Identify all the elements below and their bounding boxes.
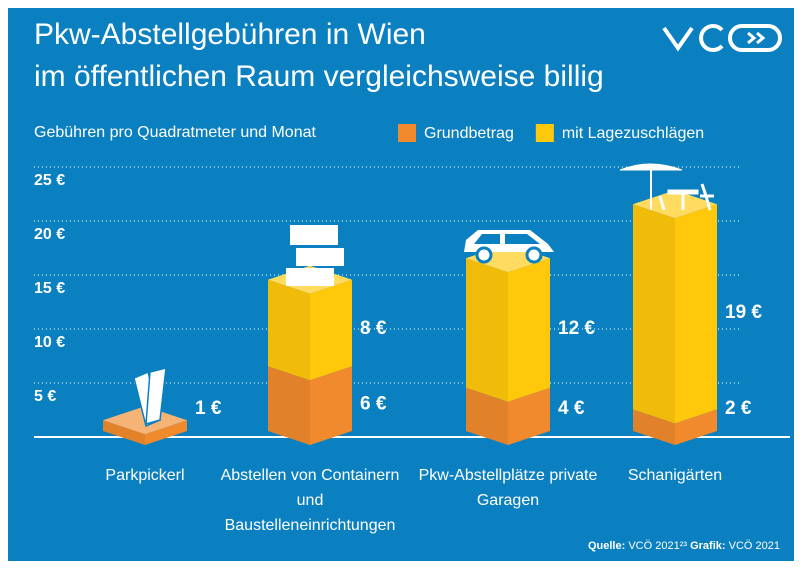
logo bbox=[662, 24, 782, 52]
y-tick-label: 20 € bbox=[34, 226, 65, 243]
bar-top-highlight bbox=[633, 190, 717, 219]
bar-face-shade bbox=[633, 204, 675, 424]
icon-umbrella bbox=[619, 163, 714, 211]
subtitle: Gebühren pro Quadratmeter und Monat bbox=[34, 124, 317, 141]
chart-title: Pkw-Abstellgebühren in Wien bbox=[34, 18, 426, 51]
bar-face-left bbox=[103, 420, 145, 445]
footer: Quelle: VCÖ 2021²³ Grafik: VCÖ 2021 bbox=[588, 540, 780, 552]
legend-label: Grundbetrag bbox=[424, 125, 514, 142]
bar-face-shade bbox=[633, 409, 675, 445]
legend-swatch bbox=[398, 124, 416, 142]
legend-swatch bbox=[535, 124, 554, 142]
bar-face-shade bbox=[103, 420, 145, 445]
bar-face-shade bbox=[268, 279, 310, 381]
source-label: Quelle: bbox=[587, 540, 626, 552]
bar-face-left bbox=[268, 279, 310, 381]
y-tick-label: 25 € bbox=[34, 172, 65, 189]
x-tick-label: Abstellen von Containern und Baustellene… bbox=[220, 467, 400, 534]
bar-face-right bbox=[675, 409, 717, 445]
data-label: 2 € bbox=[725, 398, 752, 419]
bar-face-right bbox=[675, 204, 717, 424]
data-label: 12 € bbox=[558, 318, 595, 339]
bar-face-right bbox=[310, 366, 352, 445]
bar-segment bbox=[268, 279, 352, 381]
bar-top-highlight bbox=[466, 244, 550, 273]
bar-top bbox=[633, 190, 717, 219]
legend-label: mit Lagezuschlägen bbox=[562, 125, 704, 142]
icon-containers bbox=[286, 225, 344, 286]
bar-segment bbox=[103, 420, 187, 445]
bar-face-left bbox=[466, 258, 508, 402]
x-tick-label: Schanigärten bbox=[627, 467, 723, 484]
chart-title: im öffentlichen Raum vergleichsweise bil… bbox=[34, 60, 604, 93]
data-label: 4 € bbox=[558, 398, 585, 419]
bar-top bbox=[466, 244, 550, 273]
bar-segment bbox=[633, 204, 717, 424]
bar-segment bbox=[466, 387, 550, 445]
bar-face-right bbox=[508, 387, 550, 445]
credit: VCÖ 2021 bbox=[728, 540, 780, 552]
y-tick-label: 5 € bbox=[34, 388, 56, 405]
bar-segment bbox=[268, 366, 352, 445]
bar-face-left bbox=[466, 387, 508, 445]
x-tick-label: Parkpickerl bbox=[105, 467, 185, 484]
data-label: 19 € bbox=[725, 302, 762, 323]
bar-segment bbox=[633, 409, 717, 445]
bar-face-right bbox=[310, 279, 352, 381]
bar-face-right bbox=[145, 420, 187, 445]
icon-car bbox=[464, 230, 554, 264]
source: VCÖ 2021²³ bbox=[628, 540, 688, 552]
x-tick-label: Pkw-Abstellplätze private Garagen bbox=[418, 467, 598, 509]
bar-face-shade bbox=[466, 258, 508, 402]
icon-tickets bbox=[133, 367, 167, 428]
y-tick-label: 10 € bbox=[34, 334, 65, 351]
bar-face-shade bbox=[466, 387, 508, 445]
bar-face-left bbox=[268, 366, 310, 445]
data-label: 8 € bbox=[360, 318, 387, 339]
data-label: 1 € bbox=[195, 398, 222, 419]
y-tick-label: 15 € bbox=[34, 280, 65, 297]
bar-face-shade bbox=[268, 366, 310, 445]
bar-face-right bbox=[508, 258, 550, 402]
bar-face-left bbox=[633, 409, 675, 445]
bar-face-left bbox=[633, 204, 675, 424]
data-label: 6 € bbox=[360, 394, 387, 415]
bar-segment bbox=[466, 258, 550, 402]
credit-label: Grafik: bbox=[690, 540, 726, 552]
